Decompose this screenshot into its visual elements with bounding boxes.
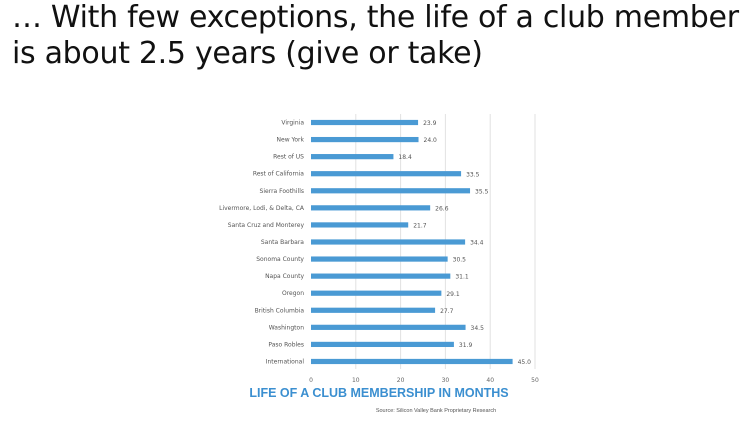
value-label: 27.7 (440, 308, 454, 315)
category-label: Sonoma County (256, 256, 304, 263)
bar (311, 358, 513, 365)
chart-title: LIFE OF A CLUB MEMBERSHIP IN MONTHS (249, 386, 508, 400)
category-label: Virginia (281, 120, 304, 127)
category-label: Santa Barbara (261, 239, 304, 246)
slide-title: … With few exceptions, the life of a clu… (12, 0, 742, 72)
category-label: Napa County (265, 273, 304, 280)
bar (311, 222, 409, 228)
value-label: 34.4 (470, 240, 484, 247)
bar (311, 290, 442, 296)
category-label: Paso Robles (268, 341, 304, 348)
value-label: 33.5 (466, 171, 480, 178)
category-label: Santa Cruz and Monterey (228, 222, 305, 229)
bar (311, 136, 419, 143)
chart-labels: 0 10 20 30 40 50 Virginia 23.9 New York 24.0 Rest … (219, 120, 539, 385)
value-label: 26.6 (435, 205, 449, 212)
bar (311, 119, 419, 126)
bar (311, 188, 471, 194)
category-label: Washington (269, 324, 304, 331)
x-tick-label: 0 (309, 377, 313, 384)
category-label: International (266, 358, 305, 365)
category-label: Sierra Foothills (260, 188, 304, 195)
value-label: 31.1 (455, 274, 469, 281)
value-label: 34.5 (471, 325, 485, 332)
x-tick-label: 30 (442, 377, 450, 384)
value-label: 30.5 (453, 257, 467, 264)
bar (311, 341, 454, 348)
bar (311, 154, 394, 160)
bar (311, 273, 451, 279)
slide-title-line-1: … With few exceptions, the life of a clu… (12, 0, 739, 35)
x-tick-label: 10 (352, 377, 360, 384)
value-label: 35.5 (475, 188, 489, 195)
bar (311, 307, 436, 313)
category-label: Rest of US (273, 154, 304, 161)
category-label: New York (277, 137, 305, 144)
bar (311, 256, 448, 262)
bar (311, 239, 466, 245)
value-label: 24.0 (424, 137, 438, 144)
value-label: 23.9 (423, 120, 437, 127)
value-label: 45.0 (518, 359, 532, 366)
x-tick-label: 40 (486, 377, 494, 384)
category-label: British Columbia (255, 307, 305, 314)
value-label: 18.4 (398, 154, 412, 161)
bar (311, 324, 466, 330)
value-label: 29.1 (446, 291, 460, 298)
slide-title-line-2: is about 2.5 years (give or take) (12, 36, 483, 71)
value-label: 31.9 (459, 342, 473, 349)
bar (311, 205, 431, 211)
category-label: Rest of California (253, 171, 304, 178)
category-label: Livermore, Lodi, & Delta, CA (219, 205, 305, 212)
value-label: 21.7 (413, 223, 427, 230)
chart-source: Source: Silicon Valley Bank Proprietary … (376, 408, 496, 414)
bar (311, 171, 462, 177)
category-label: Oregon (282, 290, 304, 297)
x-tick-label: 50 (531, 377, 539, 384)
x-tick-label: 20 (397, 377, 405, 384)
chart-bars (311, 119, 513, 365)
